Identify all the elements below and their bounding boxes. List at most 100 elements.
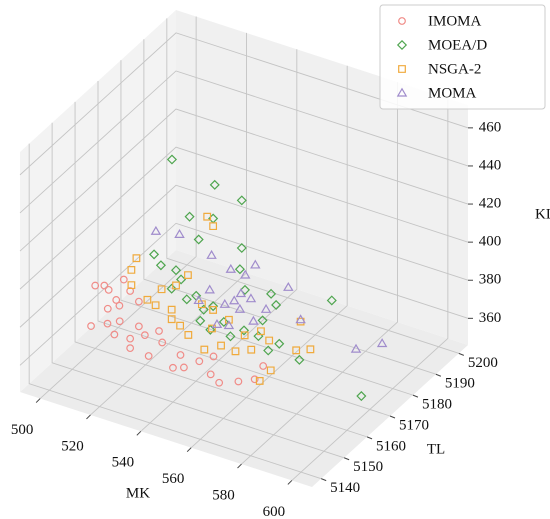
point	[326, 295, 337, 306]
point	[155, 327, 163, 335]
point	[209, 352, 218, 361]
point	[167, 305, 176, 314]
point	[263, 345, 274, 356]
x-tick-label: 500	[11, 422, 34, 438]
point	[170, 265, 182, 276]
point	[234, 303, 246, 313]
point	[236, 195, 247, 206]
x-tick-label: 600	[263, 504, 286, 519]
grid-line	[19, 222, 469, 366]
point	[265, 336, 274, 345]
point	[215, 378, 224, 387]
y-tick	[343, 457, 350, 461]
point	[143, 295, 152, 304]
x-tick-label: 580	[212, 488, 235, 504]
point	[158, 338, 167, 347]
y-tick	[320, 478, 327, 482]
point	[155, 260, 166, 271]
point	[236, 242, 247, 254]
point	[167, 315, 176, 324]
grid-line	[166, 18, 459, 354]
point	[206, 370, 215, 379]
point	[266, 366, 275, 375]
point	[259, 362, 268, 370]
point	[126, 287, 135, 295]
point	[209, 222, 218, 231]
point	[184, 331, 193, 339]
point	[180, 363, 188, 372]
point	[169, 363, 177, 372]
point	[250, 259, 261, 269]
legend-label: MOEA/D	[428, 37, 487, 53]
point	[217, 341, 225, 350]
point	[127, 265, 136, 274]
point	[103, 319, 112, 328]
point	[248, 315, 259, 325]
point	[126, 344, 135, 353]
y-tick-label: 5160	[376, 438, 406, 454]
point	[119, 275, 128, 284]
x-tick-label: 560	[162, 471, 185, 487]
grid-line	[190, 65, 348, 449]
point	[234, 377, 243, 386]
legend-label: IMOMA	[428, 13, 482, 29]
point	[306, 345, 315, 354]
legend: IMOMA MOEA/D NSGA-2 MOMA	[379, 4, 546, 110]
x-tick	[186, 447, 192, 453]
ticks: 500 520 540 560 580 600 5140 5150 5160 5170 5180 51…	[11, 119, 501, 519]
grid-line	[291, 98, 449, 481]
grid-line	[97, 81, 391, 417]
point	[176, 274, 187, 285]
point	[151, 301, 160, 310]
point	[115, 301, 124, 310]
grid-line	[241, 82, 398, 465]
point	[132, 254, 141, 263]
point	[231, 347, 240, 356]
point	[172, 281, 180, 290]
y-tick	[435, 373, 442, 377]
point	[235, 288, 247, 298]
point	[193, 295, 204, 305]
grid-line	[74, 101, 368, 438]
point	[224, 315, 233, 324]
point	[250, 375, 259, 384]
point	[356, 390, 367, 402]
point	[200, 345, 209, 354]
point	[271, 299, 282, 311]
z-tick-label: 380	[479, 272, 502, 288]
point	[115, 317, 124, 326]
point	[195, 357, 204, 366]
point	[257, 327, 265, 336]
y-tick	[412, 394, 419, 398]
point	[100, 281, 109, 290]
legend-marker	[398, 65, 406, 73]
point	[204, 284, 215, 294]
point	[219, 298, 231, 308]
grid-line	[51, 122, 345, 459]
y-tick-label: 5150	[353, 459, 383, 475]
point	[110, 330, 119, 339]
grid-line	[39, 16, 197, 399]
point	[103, 304, 112, 313]
point	[208, 324, 216, 333]
x-tick	[86, 414, 91, 420]
point	[157, 285, 166, 294]
point	[184, 211, 195, 222]
point	[245, 293, 257, 303]
point	[283, 281, 294, 291]
point	[134, 297, 143, 306]
grid-line	[19, 108, 469, 252]
points	[87, 154, 388, 402]
point	[127, 281, 136, 290]
z-tick-label: 400	[479, 234, 502, 250]
grid-line	[143, 39, 437, 375]
point	[225, 331, 236, 342]
x-tick-label: 520	[61, 438, 84, 454]
legend-label: MOMA	[428, 85, 477, 101]
point	[239, 269, 251, 279]
y-tick-label: 5190	[445, 376, 475, 392]
point	[209, 179, 220, 190]
point	[211, 319, 223, 329]
grid-line	[120, 60, 414, 396]
x-tick	[136, 430, 142, 436]
